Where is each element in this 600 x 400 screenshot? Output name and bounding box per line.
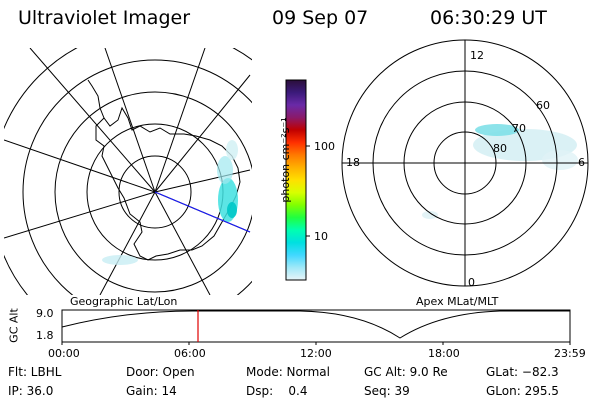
- meridian-line: [154, 191, 211, 295]
- time-tick-label: 18:00: [428, 347, 460, 360]
- altitude-curve: [61, 310, 570, 339]
- meridian-line: [154, 169, 251, 193]
- antarctica-coastline: [95, 106, 241, 261]
- mlat-label-70: 70: [512, 122, 526, 135]
- altitude-tick-label: 9.0: [36, 307, 54, 320]
- meridian-line: [154, 48, 206, 193]
- mlt-label-6: 6: [578, 156, 585, 169]
- mlat-label-80: 80: [493, 142, 507, 155]
- aurora-emission: [422, 124, 578, 219]
- info-gc-alt: GC Alt: 9.0 Re: [364, 365, 448, 379]
- mlt-label-12: 12: [470, 49, 484, 62]
- geographic-map: [4, 48, 252, 295]
- colorbar: [285, 79, 307, 281]
- mlat-label-60: 60: [536, 99, 550, 112]
- lat-circle: [22, 59, 252, 295]
- apex-map: [341, 39, 589, 287]
- meridian-line: [99, 191, 156, 295]
- mlt-label-18: 18: [346, 156, 360, 169]
- time-tick-label: 00:00: [48, 347, 80, 360]
- info-door: Door: Open: [126, 365, 195, 379]
- info-glon: GLon: 295.5: [486, 384, 559, 398]
- image-title: Ultraviolet Imager: [18, 7, 191, 29]
- info-glat: GLat: −82.3: [486, 365, 559, 379]
- time-tick-label: 06:00: [174, 347, 206, 360]
- time-tick-label: 23:59: [554, 347, 586, 360]
- time-tick-label: 12:00: [300, 347, 332, 360]
- altitude-tick-label: 1.8: [36, 329, 54, 342]
- meridian-line: [154, 74, 251, 193]
- date-label: 09 Sep 07: [272, 7, 369, 29]
- info-ip: IP: 36.0: [8, 384, 54, 398]
- lat-circle: [118, 155, 192, 229]
- track-line: [154, 191, 251, 233]
- apex-map-caption: Apex MLat/MLT: [416, 295, 499, 308]
- aurora-emission: [102, 140, 238, 265]
- info-flt: Flt: LBHL: [8, 365, 62, 379]
- colorbar-tick-label: 100: [314, 140, 335, 153]
- time-label: 06:30:29 UT: [430, 7, 547, 29]
- meridian-line: [4, 139, 156, 193]
- lat-circle: [54, 91, 252, 293]
- antarctic-peninsula: [87, 79, 105, 119]
- info-gain: Gain: 14: [126, 384, 177, 398]
- meridian-line: [29, 48, 156, 193]
- altitude-axis-label: GC Alt: [7, 308, 21, 343]
- info-dsp: Dsp: 0.4: [246, 384, 308, 398]
- colorbar-unit-label: photon cm⁻²s⁻¹: [279, 117, 292, 203]
- altitude-plot: [61, 309, 571, 345]
- geo-map-caption: Geographic Lat/Lon: [70, 295, 178, 308]
- meridian-line: [4, 191, 156, 239]
- colorbar-tick-label: 10: [314, 230, 328, 243]
- info-seq: Seq: 39: [364, 384, 410, 398]
- mlt-label-0: 0: [468, 276, 475, 289]
- info-mode: Mode: Normal: [246, 365, 330, 379]
- altitude-plot-frame: [61, 309, 571, 343]
- meridian-line: [104, 48, 156, 193]
